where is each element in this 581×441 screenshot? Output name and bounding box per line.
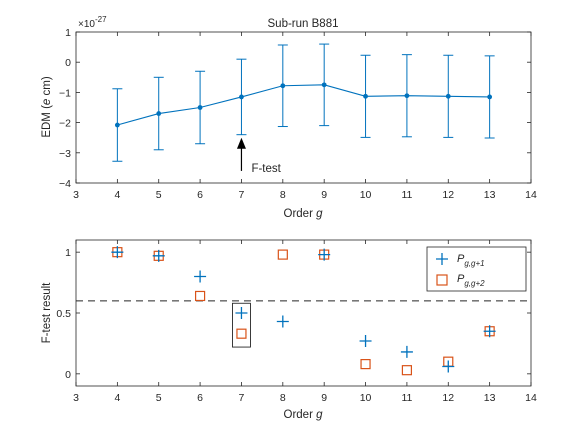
bottom-panel: F-test result Order g 3 4 5 6 7 8 9 10 11 12 13 14 … <box>41 239 537 421</box>
square-marker <box>236 328 247 339</box>
plus-marker <box>400 345 413 358</box>
bottom-x-tick-label: 13 <box>484 392 496 404</box>
top-x-tick-label: 4 <box>114 189 120 201</box>
bottom-series <box>111 246 496 376</box>
plus-marker <box>152 249 165 262</box>
plus-marker <box>111 246 124 259</box>
f-test-annotation: F-test <box>236 137 282 175</box>
bottom-ylabel: F-test result <box>41 282 53 344</box>
top-x-tick-label: 14 <box>525 189 537 201</box>
legend-plus-marker <box>436 253 448 265</box>
bottom-x-tick-label: 8 <box>280 392 286 404</box>
top-y-tick-label: 0 <box>65 57 71 69</box>
top-plot-area <box>75 31 532 184</box>
top-y-tick-label: −2 <box>59 118 71 130</box>
data-point <box>239 94 244 100</box>
top-y-ticks: −4 −3 −2 −1 0 1 <box>59 27 531 190</box>
legend: Pg,g+1 Pg,g+2 <box>426 246 527 292</box>
top-y-tick-label: −3 <box>59 148 71 160</box>
square-marker <box>360 359 371 370</box>
plus-marker <box>318 248 331 261</box>
legend-box <box>426 246 527 292</box>
bottom-y-tick-label: 0.5 <box>56 308 71 320</box>
bottom-x-tick-label: 4 <box>114 392 120 404</box>
top-xlabel: Order g <box>284 208 324 220</box>
top-x-tick-label: 6 <box>197 189 203 201</box>
data-point <box>197 105 203 110</box>
square-marker <box>277 249 288 260</box>
data-point <box>156 111 162 116</box>
data-point <box>280 83 286 89</box>
data-point <box>114 122 120 128</box>
top-x-tick-label: 11 <box>401 189 412 201</box>
bottom-x-tick-label: 9 <box>321 392 327 404</box>
plus-marker <box>359 334 372 347</box>
plus-marker <box>483 325 496 338</box>
top-x-tick-label: 10 <box>360 189 372 201</box>
top-x-tick-label: 3 <box>73 189 79 201</box>
plus-marker <box>194 270 207 283</box>
data-point <box>321 82 327 88</box>
top-x-tick-label: 9 <box>321 189 327 201</box>
top-y-tick-label: −1 <box>59 87 71 99</box>
bottom-x-tick-label: 7 <box>239 392 245 404</box>
bottom-x-tick-label: 14 <box>525 392 537 404</box>
top-ylabel: EDM (e cm) <box>41 76 53 138</box>
top-series-line <box>117 84 490 126</box>
f-test-arrow-head <box>236 137 246 149</box>
data-point <box>487 94 493 100</box>
plus-marker <box>442 360 455 373</box>
bottom-y-tick-label: 1 <box>65 247 71 259</box>
top-x-tick-label: 5 <box>156 189 162 201</box>
data-point <box>404 93 410 99</box>
top-chart-title: Sub-run B881 <box>268 18 339 30</box>
top-exponent-label: ×10-27 <box>78 15 107 30</box>
top-panel: Sub-run B881 ×10-27 EDM (e cm) Order g 3… <box>41 15 537 220</box>
top-y-tick-label: −4 <box>59 178 71 190</box>
top-series <box>112 43 495 162</box>
top-x-ticks: 3 4 5 6 7 8 9 10 11 12 13 14 <box>73 32 537 201</box>
plus-marker <box>235 307 248 319</box>
data-point <box>445 93 451 99</box>
square-marker <box>401 365 413 376</box>
top-x-tick-label: 8 <box>280 189 286 201</box>
bottom-x-ticks: 3 4 5 6 7 8 9 10 11 12 13 14 <box>73 240 537 404</box>
square-marker <box>194 290 206 302</box>
top-x-tick-label: 13 <box>484 189 496 201</box>
f-test-label: F-test <box>251 163 281 175</box>
bottom-y-tick-label: 0 <box>65 369 71 381</box>
bottom-x-tick-label: 12 <box>442 392 454 404</box>
bottom-x-tick-label: 6 <box>197 392 203 404</box>
bottom-xlabel: Order g <box>284 409 324 421</box>
top-y-tick-label: 1 <box>65 27 71 39</box>
bottom-x-tick-label: 3 <box>73 392 79 404</box>
bottom-x-tick-label: 5 <box>156 392 162 404</box>
top-x-tick-label: 12 <box>442 189 454 201</box>
bottom-x-tick-label: 10 <box>360 392 372 404</box>
highlight-box <box>232 302 251 348</box>
plus-marker <box>276 315 289 328</box>
data-point <box>363 93 368 99</box>
legend-square-marker <box>436 274 448 286</box>
top-x-tick-label: 7 <box>239 189 245 201</box>
bottom-x-tick-label: 11 <box>401 392 412 404</box>
bottom-y-ticks: 00.51 <box>56 247 531 381</box>
